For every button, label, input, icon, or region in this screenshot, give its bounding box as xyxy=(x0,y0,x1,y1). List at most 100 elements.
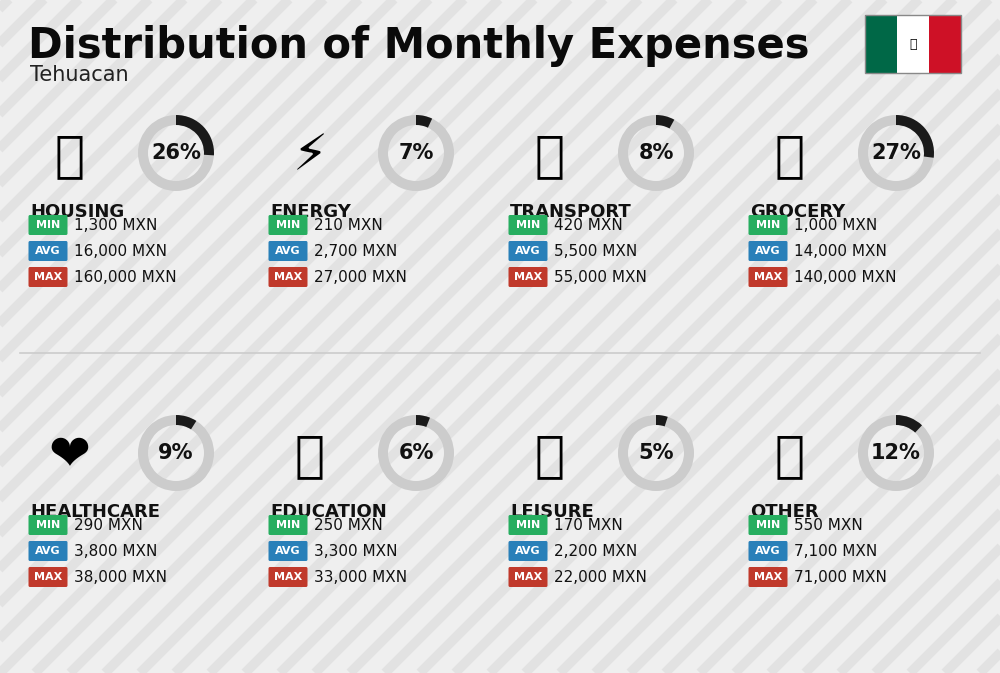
FancyBboxPatch shape xyxy=(268,241,308,261)
Text: 7%: 7% xyxy=(398,143,434,163)
Text: 14,000 MXN: 14,000 MXN xyxy=(794,244,887,258)
FancyBboxPatch shape xyxy=(509,267,548,287)
Text: 1,300 MXN: 1,300 MXN xyxy=(74,217,157,232)
FancyBboxPatch shape xyxy=(28,541,68,561)
Text: MIN: MIN xyxy=(516,520,540,530)
FancyBboxPatch shape xyxy=(28,515,68,535)
Text: 55,000 MXN: 55,000 MXN xyxy=(554,269,647,285)
Text: ⚡: ⚡ xyxy=(292,132,328,180)
Text: 3,800 MXN: 3,800 MXN xyxy=(74,544,157,559)
Text: ENERGY: ENERGY xyxy=(270,203,351,221)
Text: EDUCATION: EDUCATION xyxy=(270,503,387,521)
FancyBboxPatch shape xyxy=(28,241,68,261)
Text: MAX: MAX xyxy=(514,272,542,282)
FancyBboxPatch shape xyxy=(929,15,961,73)
Wedge shape xyxy=(858,415,934,491)
FancyBboxPatch shape xyxy=(28,215,68,235)
Text: 26%: 26% xyxy=(151,143,201,163)
Text: 5,500 MXN: 5,500 MXN xyxy=(554,244,637,258)
Text: AVG: AVG xyxy=(755,246,781,256)
Text: 2,700 MXN: 2,700 MXN xyxy=(314,244,397,258)
Text: MAX: MAX xyxy=(754,572,782,582)
FancyBboxPatch shape xyxy=(509,515,548,535)
FancyBboxPatch shape xyxy=(897,15,929,73)
FancyBboxPatch shape xyxy=(509,215,548,235)
Wedge shape xyxy=(656,415,668,427)
Text: 33,000 MXN: 33,000 MXN xyxy=(314,569,407,584)
Wedge shape xyxy=(618,415,694,491)
Text: 3,300 MXN: 3,300 MXN xyxy=(314,544,398,559)
FancyBboxPatch shape xyxy=(509,541,548,561)
Text: 170 MXN: 170 MXN xyxy=(554,518,623,532)
Wedge shape xyxy=(378,115,454,191)
Wedge shape xyxy=(176,115,214,155)
Text: MIN: MIN xyxy=(276,520,300,530)
Text: 8%: 8% xyxy=(638,143,674,163)
Text: MAX: MAX xyxy=(754,272,782,282)
Text: HOUSING: HOUSING xyxy=(30,203,124,221)
Text: HEALTHCARE: HEALTHCARE xyxy=(30,503,160,521)
FancyBboxPatch shape xyxy=(28,567,68,587)
Text: 140,000 MXN: 140,000 MXN xyxy=(794,269,896,285)
Text: MIN: MIN xyxy=(36,220,60,230)
Text: MAX: MAX xyxy=(274,272,302,282)
FancyBboxPatch shape xyxy=(509,241,548,261)
Text: 💰: 💰 xyxy=(775,432,805,480)
Text: MIN: MIN xyxy=(516,220,540,230)
Text: 290 MXN: 290 MXN xyxy=(74,518,143,532)
Text: 🚌: 🚌 xyxy=(535,132,565,180)
Wedge shape xyxy=(416,115,432,128)
Text: 🦅: 🦅 xyxy=(909,38,917,50)
Text: MAX: MAX xyxy=(514,572,542,582)
Wedge shape xyxy=(378,415,454,491)
Text: 12%: 12% xyxy=(871,443,921,463)
Wedge shape xyxy=(618,115,694,191)
Wedge shape xyxy=(656,115,674,129)
FancyBboxPatch shape xyxy=(748,515,788,535)
FancyBboxPatch shape xyxy=(748,567,788,587)
Text: 27%: 27% xyxy=(871,143,921,163)
Text: MIN: MIN xyxy=(36,520,60,530)
Text: MIN: MIN xyxy=(756,520,780,530)
Text: MAX: MAX xyxy=(34,272,62,282)
Text: MAX: MAX xyxy=(274,572,302,582)
Text: OTHER: OTHER xyxy=(750,503,819,521)
Text: AVG: AVG xyxy=(515,546,541,556)
Text: 🏢: 🏢 xyxy=(55,132,85,180)
Wedge shape xyxy=(416,415,430,427)
Text: 🛒: 🛒 xyxy=(775,132,805,180)
Text: MIN: MIN xyxy=(276,220,300,230)
Text: Distribution of Monthly Expenses: Distribution of Monthly Expenses xyxy=(28,25,810,67)
Text: 6%: 6% xyxy=(398,443,434,463)
Text: 210 MXN: 210 MXN xyxy=(314,217,383,232)
Text: GROCERY: GROCERY xyxy=(750,203,845,221)
Text: 5%: 5% xyxy=(638,443,674,463)
Wedge shape xyxy=(896,115,934,157)
Text: AVG: AVG xyxy=(275,546,301,556)
Text: 160,000 MXN: 160,000 MXN xyxy=(74,269,177,285)
Wedge shape xyxy=(138,415,214,491)
Wedge shape xyxy=(896,415,922,433)
Text: 🎓: 🎓 xyxy=(295,432,325,480)
FancyBboxPatch shape xyxy=(748,267,788,287)
Text: 550 MXN: 550 MXN xyxy=(794,518,863,532)
FancyBboxPatch shape xyxy=(268,267,308,287)
FancyBboxPatch shape xyxy=(28,267,68,287)
Text: AVG: AVG xyxy=(275,246,301,256)
Text: 71,000 MXN: 71,000 MXN xyxy=(794,569,887,584)
Text: AVG: AVG xyxy=(515,246,541,256)
Text: 250 MXN: 250 MXN xyxy=(314,518,383,532)
Text: TRANSPORT: TRANSPORT xyxy=(510,203,632,221)
Text: MIN: MIN xyxy=(756,220,780,230)
FancyBboxPatch shape xyxy=(748,541,788,561)
Wedge shape xyxy=(138,115,214,191)
Text: ❤️: ❤️ xyxy=(49,432,91,480)
FancyBboxPatch shape xyxy=(268,541,308,561)
FancyBboxPatch shape xyxy=(748,215,788,235)
Text: AVG: AVG xyxy=(35,246,61,256)
Text: MAX: MAX xyxy=(34,572,62,582)
Wedge shape xyxy=(858,115,934,191)
Text: 38,000 MXN: 38,000 MXN xyxy=(74,569,167,584)
FancyBboxPatch shape xyxy=(268,567,308,587)
Text: 9%: 9% xyxy=(158,443,194,463)
